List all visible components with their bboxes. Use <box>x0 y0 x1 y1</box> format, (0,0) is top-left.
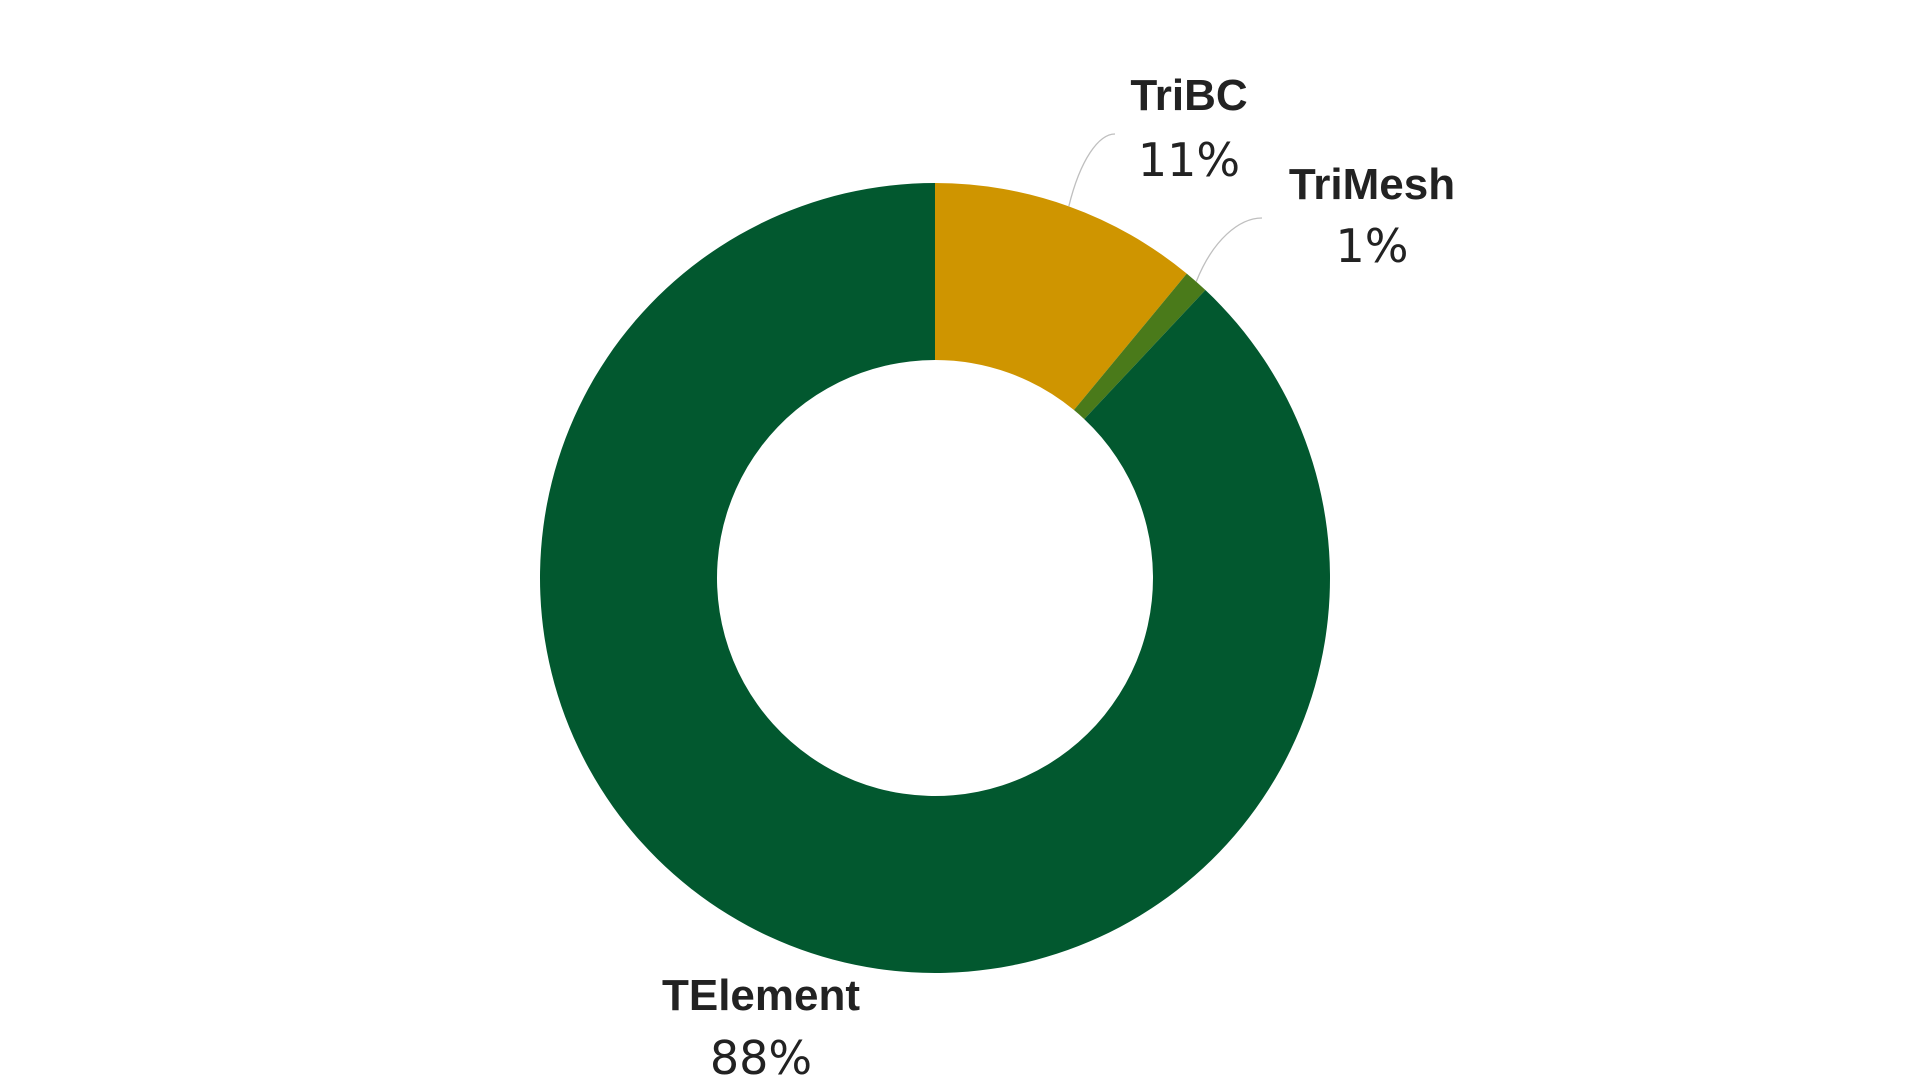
donut-slices <box>539 183 1330 973</box>
slice-telement <box>539 183 1330 973</box>
slice-label-telement: TElement <box>662 971 860 1020</box>
slice-label-tribc: TriBC <box>1130 71 1247 120</box>
leader-line-tribc <box>1068 133 1116 207</box>
slice-labels: TElement 88% TriBC 11% TriMesh 1% <box>662 71 1455 1080</box>
slice-tribc <box>935 183 1187 411</box>
slice-label-trimesh: TriMesh <box>1289 160 1455 209</box>
slice-value-tribc: 11% <box>1138 133 1240 187</box>
leader-line-trimesh <box>1195 217 1263 282</box>
slice-trimesh <box>1073 273 1206 420</box>
leader-lines <box>1068 133 1263 282</box>
slice-value-telement: 88% <box>710 1031 812 1080</box>
slice-value-trimesh: 1% <box>1336 219 1409 273</box>
